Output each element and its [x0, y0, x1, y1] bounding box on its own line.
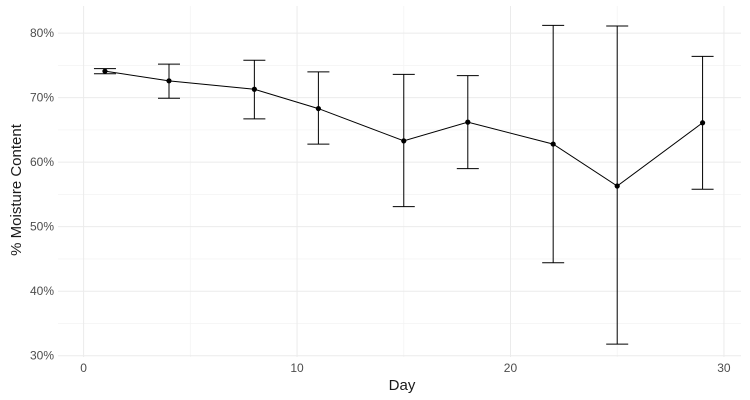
y-tick-label: 80%	[30, 26, 54, 40]
data-point	[465, 119, 471, 125]
data-point	[315, 105, 321, 112]
y-tick-label: 60%	[30, 155, 54, 169]
data-point	[251, 86, 257, 92]
y-tick-label: 40%	[30, 284, 54, 298]
x-tick-label: 30	[717, 361, 731, 375]
data-point	[102, 68, 108, 74]
data-point	[550, 141, 556, 147]
x-tick-label: 10	[290, 361, 304, 375]
y-tick-label: 70%	[30, 91, 54, 105]
x-tick-labels: 0 10 20 30	[80, 361, 731, 375]
x-tick-label: 0	[80, 361, 87, 375]
x-tick-label: 20	[504, 361, 518, 375]
data-point	[699, 120, 706, 126]
data-points	[102, 68, 706, 189]
x-axis-title: Day	[389, 377, 416, 394]
data-point	[401, 138, 407, 144]
data-point	[614, 183, 620, 189]
y-tick-labels: 30% 40% 50% 60% 70% 80%	[30, 26, 54, 363]
data-point	[166, 78, 172, 84]
y-tick-label: 30%	[30, 349, 54, 363]
y-tick-label: 50%	[30, 220, 54, 234]
y-axis-title: % Moisture Content	[8, 123, 25, 256]
grid-layer	[58, 6, 741, 357]
